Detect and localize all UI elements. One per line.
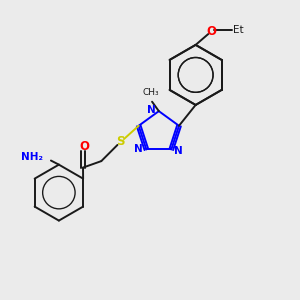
Text: O: O [207,25,217,38]
Text: S: S [116,136,125,148]
Text: NH₂: NH₂ [21,152,43,162]
Text: N: N [134,145,143,154]
Text: N: N [146,105,155,115]
Text: O: O [80,140,89,153]
Text: CH₃: CH₃ [142,88,159,97]
Text: Et: Et [233,25,244,35]
Text: N: N [174,146,183,156]
